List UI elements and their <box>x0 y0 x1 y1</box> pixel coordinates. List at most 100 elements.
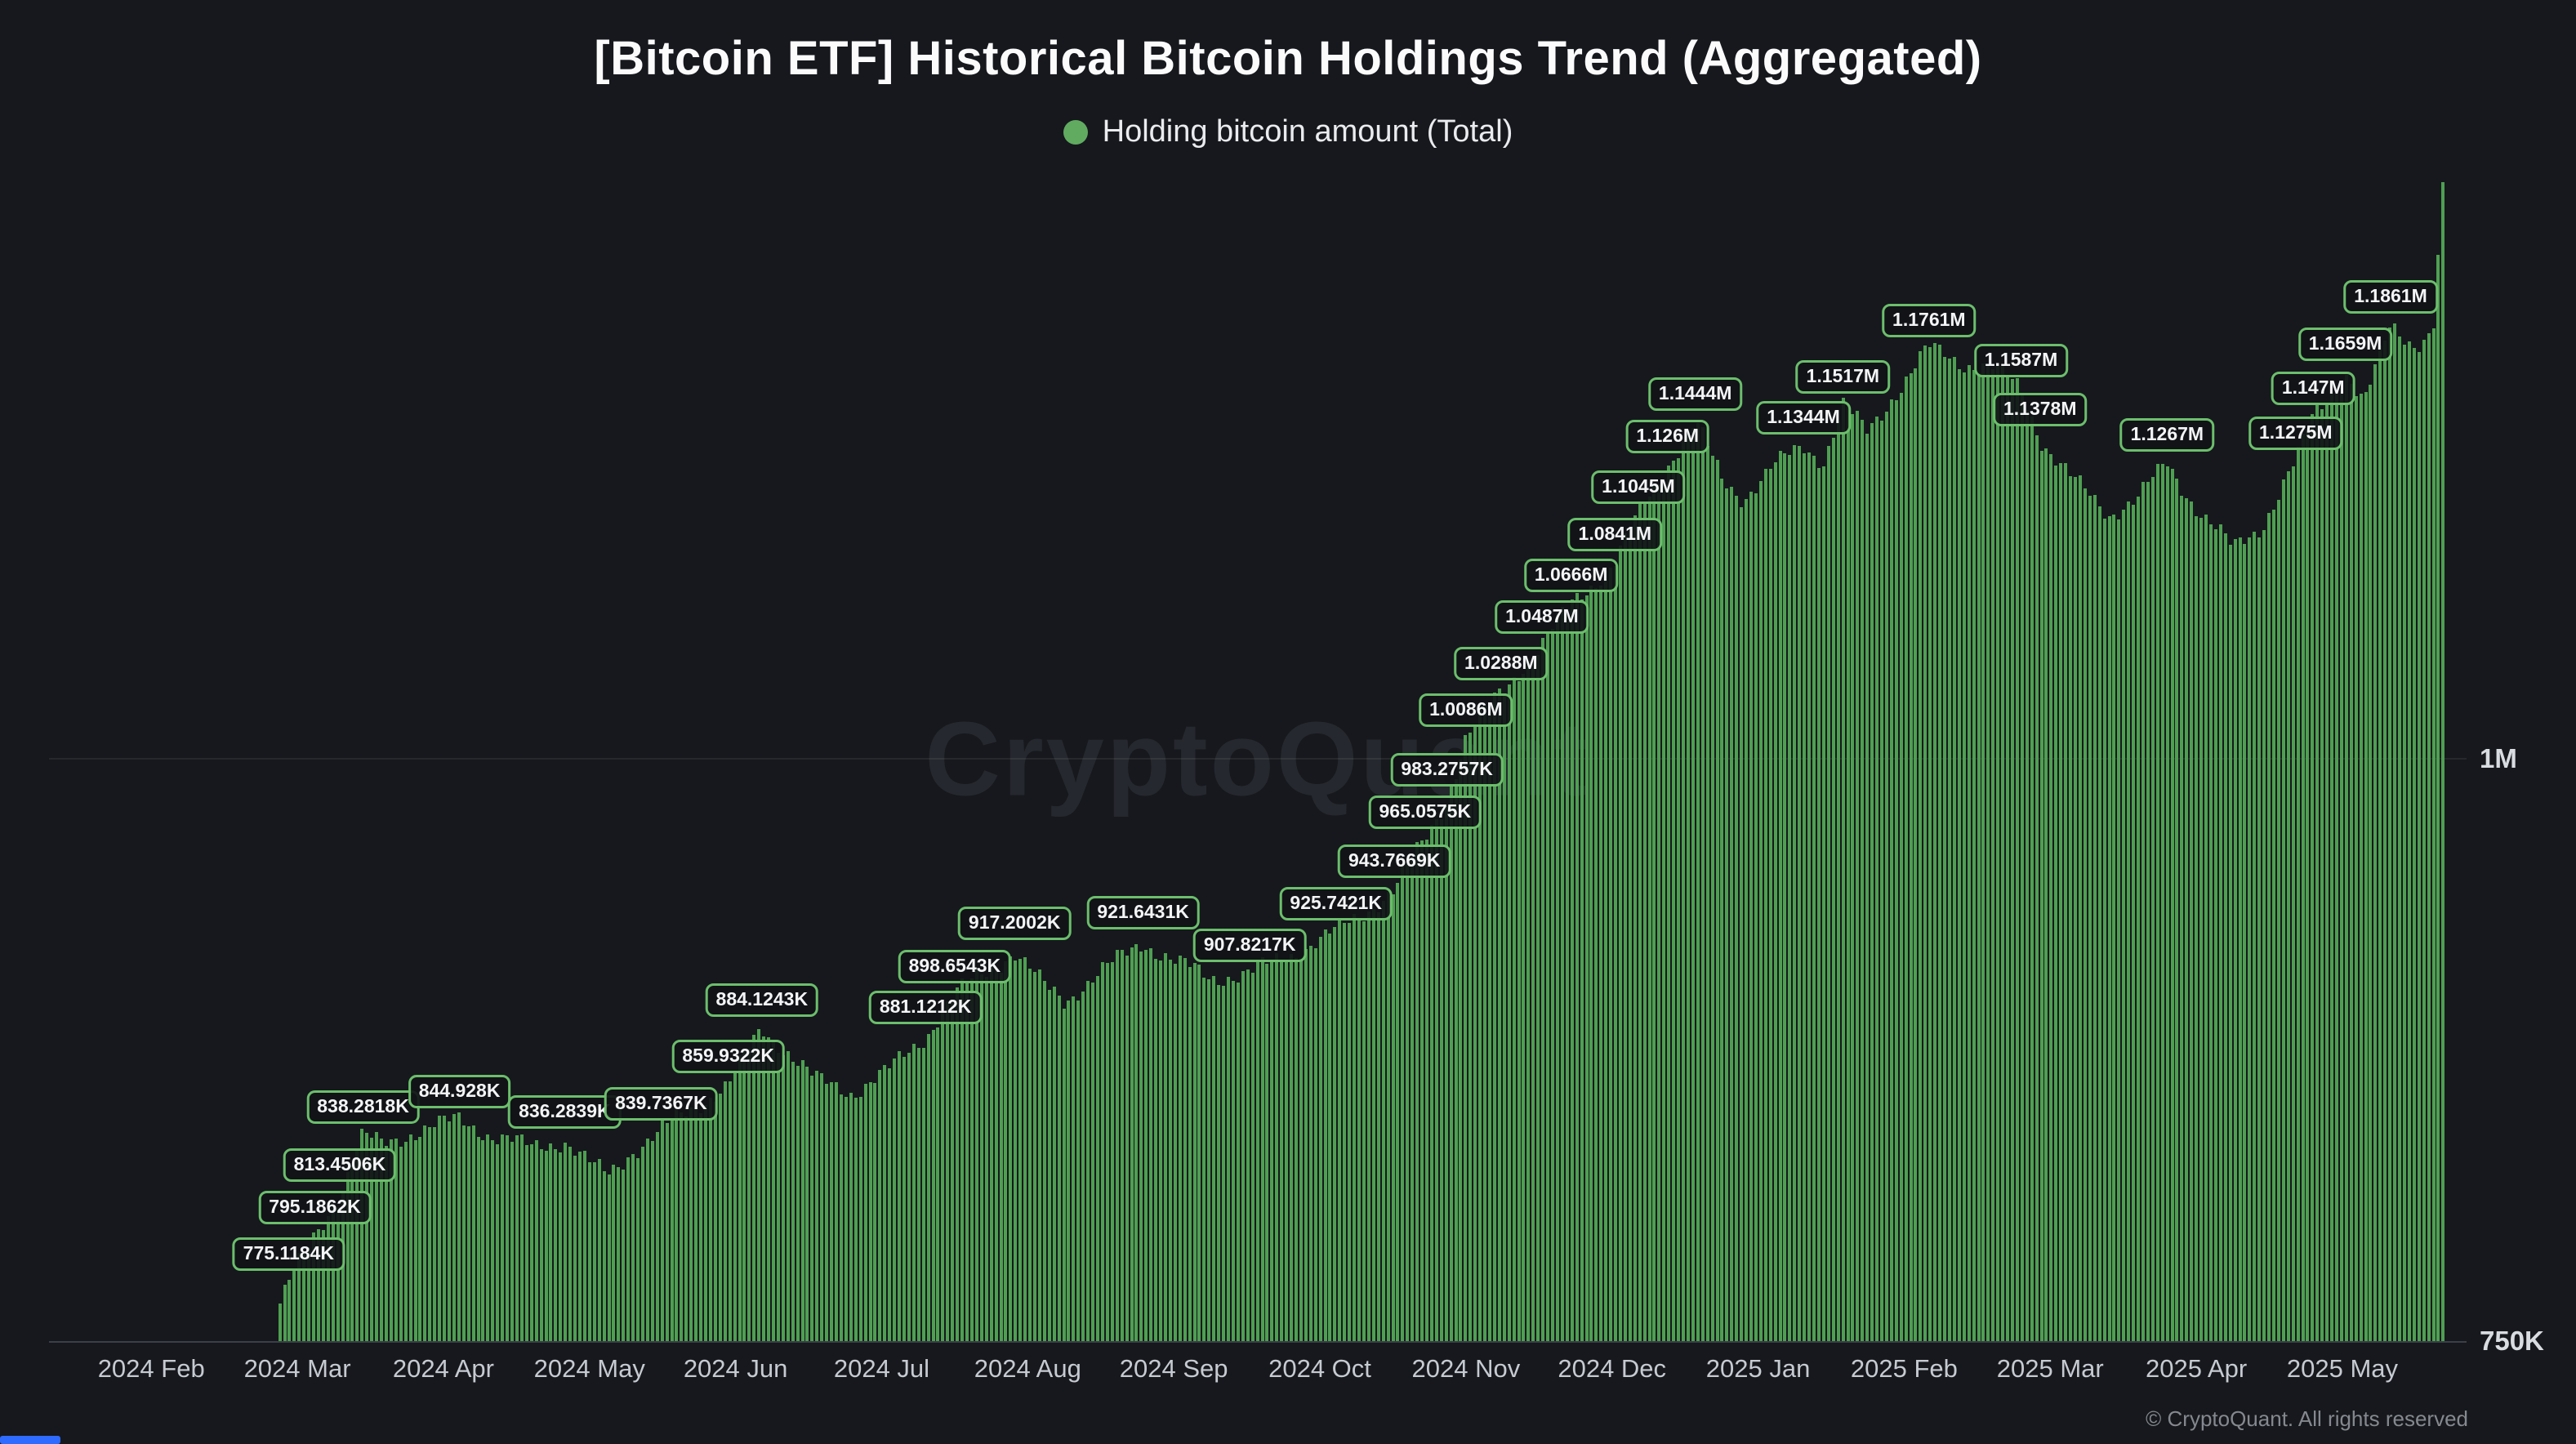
bar[interactable] <box>762 1036 766 1341</box>
bar[interactable] <box>2383 341 2387 1341</box>
bar[interactable] <box>1967 365 1971 1341</box>
bar[interactable] <box>2248 537 2252 1341</box>
bar[interactable] <box>825 1084 829 1341</box>
bar[interactable] <box>1217 985 1221 1341</box>
bar[interactable] <box>1100 962 1104 1341</box>
bar[interactable] <box>1642 504 1647 1341</box>
bar[interactable] <box>1072 996 1076 1341</box>
bar[interactable] <box>704 1104 708 1341</box>
bar[interactable] <box>1348 922 1352 1341</box>
bar[interactable] <box>2146 482 2150 1341</box>
bar[interactable] <box>1231 980 1235 1341</box>
bar[interactable] <box>1904 377 1908 1341</box>
bar[interactable] <box>331 1207 335 1341</box>
bar[interactable] <box>941 1010 945 1341</box>
bar[interactable] <box>1957 368 1961 1341</box>
bar[interactable] <box>946 1001 950 1341</box>
bar[interactable] <box>1793 444 1797 1341</box>
bar[interactable] <box>2185 497 2189 1341</box>
bar[interactable] <box>733 1072 737 1341</box>
bar[interactable] <box>1686 430 1690 1341</box>
bar[interactable] <box>1875 417 1879 1341</box>
bar[interactable] <box>2393 323 2397 1341</box>
bar[interactable] <box>2015 377 2019 1341</box>
bar[interactable] <box>321 1229 325 1341</box>
bar[interactable] <box>1338 917 1342 1341</box>
bar[interactable] <box>2369 384 2373 1341</box>
bar[interactable] <box>1294 957 1298 1341</box>
bar[interactable] <box>1996 364 2000 1341</box>
bar[interactable] <box>1424 840 1428 1341</box>
bar[interactable] <box>936 1027 940 1341</box>
bar[interactable] <box>1512 677 1516 1341</box>
bar[interactable] <box>791 1061 795 1341</box>
bar[interactable] <box>2330 390 2334 1341</box>
bar[interactable] <box>1691 428 1695 1341</box>
bar[interactable] <box>1861 419 1865 1341</box>
bar[interactable] <box>617 1167 621 1341</box>
bar[interactable] <box>1183 958 1187 1341</box>
bar[interactable] <box>1589 585 1593 1341</box>
bar[interactable] <box>830 1081 834 1341</box>
bar[interactable] <box>428 1127 432 1341</box>
bar[interactable] <box>1986 363 1990 1341</box>
bar[interactable] <box>1831 438 1835 1341</box>
bar[interactable] <box>1154 958 1158 1341</box>
bar[interactable] <box>2078 475 2082 1341</box>
bar[interactable] <box>1889 399 1893 1341</box>
bar[interactable] <box>316 1229 320 1341</box>
bar[interactable] <box>708 1098 712 1341</box>
bar[interactable] <box>1783 453 1787 1341</box>
bar[interactable] <box>951 1000 955 1341</box>
bar[interactable] <box>1565 608 1569 1341</box>
bar[interactable] <box>602 1171 606 1341</box>
bar[interactable] <box>1647 497 1651 1341</box>
bar[interactable] <box>2020 394 2024 1341</box>
bar[interactable] <box>2315 404 2320 1341</box>
bar[interactable] <box>1928 347 1932 1341</box>
bar[interactable] <box>2006 377 2010 1341</box>
bar[interactable] <box>476 1137 480 1341</box>
bar[interactable] <box>592 1161 596 1341</box>
bar[interactable] <box>2127 501 2131 1341</box>
bar[interactable] <box>665 1123 669 1341</box>
bar[interactable] <box>1575 593 1579 1341</box>
bar[interactable] <box>1110 961 1114 1341</box>
bar[interactable] <box>2306 430 2310 1341</box>
bar[interactable] <box>1255 962 1259 1341</box>
bar[interactable] <box>1241 971 1245 1341</box>
bar[interactable] <box>452 1113 456 1341</box>
bar[interactable] <box>2030 416 2034 1341</box>
bar[interactable] <box>283 1285 287 1341</box>
bar[interactable] <box>1570 599 1574 1341</box>
bar[interactable] <box>1236 982 1240 1341</box>
bar[interactable] <box>336 1207 340 1341</box>
bar[interactable] <box>1541 637 1545 1341</box>
bar[interactable] <box>544 1151 548 1341</box>
bar[interactable] <box>713 1101 717 1341</box>
bar[interactable] <box>1313 948 1317 1341</box>
bar[interactable] <box>529 1144 533 1341</box>
bar[interactable] <box>1464 735 1468 1341</box>
bar[interactable] <box>1633 515 1637 1341</box>
bar[interactable] <box>1773 462 1777 1341</box>
bar[interactable] <box>1735 495 1739 1341</box>
bar[interactable] <box>1580 599 1584 1341</box>
bar[interactable] <box>2044 448 2048 1341</box>
bar[interactable] <box>1473 725 1477 1341</box>
bar[interactable] <box>486 1134 490 1341</box>
bar[interactable] <box>1280 961 1284 1341</box>
scrollbar-thumb[interactable] <box>0 1436 60 1444</box>
bar[interactable] <box>2190 501 2194 1341</box>
bar[interactable] <box>1763 468 1767 1341</box>
bar[interactable] <box>1638 502 1642 1341</box>
bar[interactable] <box>689 1107 693 1341</box>
bar[interactable] <box>501 1134 505 1341</box>
bar[interactable] <box>1555 613 1559 1341</box>
bar[interactable] <box>883 1064 887 1341</box>
bar[interactable] <box>1551 629 1555 1341</box>
bar[interactable] <box>2267 513 2271 1341</box>
bar[interactable] <box>902 1056 906 1341</box>
bar[interactable] <box>2398 336 2402 1341</box>
bar[interactable] <box>2238 537 2242 1341</box>
